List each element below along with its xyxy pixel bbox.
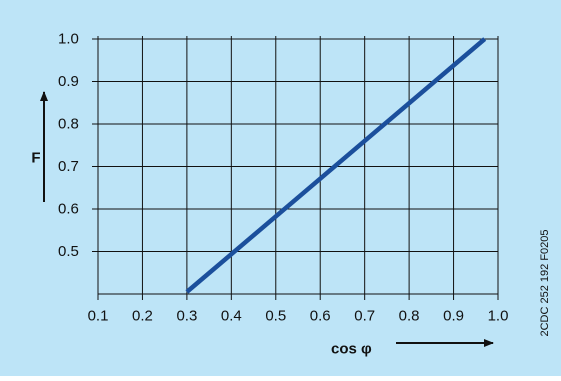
- x-tick-label-0: 0.1: [88, 308, 109, 325]
- figure-code: 2CDC 252 192 F0205: [539, 229, 551, 336]
- x-tick-label-6: 0.7: [354, 308, 375, 325]
- x-tick-label-1: 0.2: [132, 308, 153, 325]
- x-tick-label-2: 0.3: [176, 308, 197, 325]
- x-tick-label-4: 0.5: [265, 308, 286, 325]
- y-tick-label-4: 0.9: [58, 73, 79, 90]
- x-tick-labels: 0.1 0.2 0.3 0.4 0.5 0.6 0.7 0.8 0.9 1.0: [88, 308, 509, 325]
- y-tick-label-1: 0.6: [58, 201, 79, 218]
- y-axis-label: F: [31, 150, 40, 167]
- y-tick-label-5: 1.0: [58, 31, 79, 48]
- y-tick-label-2: 0.7: [58, 158, 79, 175]
- x-axis-label: cos φ: [331, 341, 372, 358]
- x-tick-label-9: 1.0: [488, 308, 509, 325]
- x-tick-label-3: 0.4: [221, 308, 242, 325]
- series: [185, 37, 487, 294]
- x-tick-label-7: 0.8: [399, 308, 420, 325]
- series-line: [185, 37, 487, 294]
- y-tick-label-3: 0.8: [58, 116, 79, 133]
- y-tick-labels: 0.5 0.6 0.7 0.8 0.9 1.0: [58, 31, 79, 261]
- x-tick-label-5: 0.6: [310, 308, 331, 325]
- x-tick-label-8: 0.9: [443, 308, 464, 325]
- grid: [92, 36, 499, 300]
- y-tick-label-0: 0.5: [58, 243, 79, 260]
